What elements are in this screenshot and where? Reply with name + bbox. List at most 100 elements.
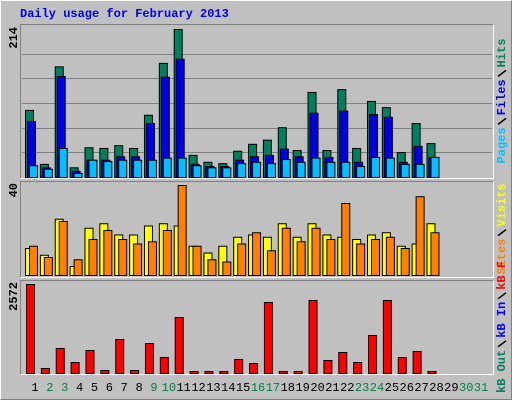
x-tick-label: 30 [459, 381, 473, 395]
bar [281, 159, 291, 178]
bar [266, 250, 276, 276]
bar [118, 159, 128, 179]
legend-label: Sites [495, 239, 509, 275]
x-tick-label: 1 [31, 381, 38, 395]
bar [70, 361, 80, 375]
legend-label: Hits [495, 39, 509, 68]
legend-label: kB F [495, 261, 509, 290]
bar [204, 370, 214, 375]
x-tick-label: 13 [206, 381, 220, 395]
bar [371, 239, 381, 276]
bar [234, 358, 244, 375]
bar [130, 369, 140, 374]
bar [162, 230, 172, 276]
bar [58, 221, 68, 276]
bar [323, 359, 333, 374]
x-tick-label: 11 [176, 381, 190, 395]
legend-separator [497, 292, 507, 300]
legend-separator [497, 229, 507, 237]
bar [26, 284, 35, 374]
panel-light [20, 280, 494, 375]
x-tick-label: 6 [106, 381, 113, 395]
bar [219, 370, 229, 375]
bar [237, 243, 247, 276]
bar [55, 347, 65, 374]
bar [147, 159, 157, 179]
panel-light [20, 181, 494, 278]
x-tick-label: 10 [162, 381, 176, 395]
bar [192, 245, 202, 276]
x-tick-label: 27 [414, 381, 428, 395]
bar [189, 370, 199, 375]
x-tick-label: 15 [236, 381, 250, 395]
x-tick-label: 7 [121, 381, 128, 395]
panel-shadow [20, 24, 494, 179]
bar [311, 227, 321, 276]
y-tick-label: 214 [7, 27, 21, 49]
bar [356, 165, 366, 179]
bar [385, 157, 395, 178]
bar [147, 241, 157, 276]
bar [73, 259, 83, 276]
x-tick-label: 5 [91, 381, 98, 395]
bar [385, 236, 395, 276]
bar [144, 342, 154, 375]
x-tick-label: 20 [310, 381, 324, 395]
bar [73, 172, 83, 178]
x-tick-label: 29 [444, 381, 458, 395]
x-tick-label: 3 [61, 381, 68, 395]
bar [237, 163, 247, 179]
bar [341, 161, 351, 179]
legend-label: kB Out [495, 350, 509, 393]
bar [207, 259, 217, 276]
legend-separator [497, 69, 507, 77]
bar [43, 257, 53, 276]
bar [400, 248, 410, 276]
bar [252, 161, 262, 179]
bar [222, 261, 232, 276]
bar [103, 161, 113, 179]
chart-title: Daily usage for February 2013 [20, 7, 229, 21]
bar [353, 361, 363, 375]
bar [263, 301, 273, 374]
x-tick-label: 16 [251, 381, 265, 395]
y-tick-label: 40 [7, 183, 21, 197]
bar [338, 351, 348, 375]
x-tick-label: 4 [76, 381, 83, 395]
bar [430, 232, 440, 276]
bar [311, 157, 321, 178]
x-tick-label: 17 [266, 381, 280, 395]
bar [162, 157, 172, 178]
bar [29, 165, 38, 179]
legend-label: kB In [495, 302, 509, 338]
x-tick-label: 14 [221, 381, 235, 395]
x-tick-label: 12 [191, 381, 205, 395]
bar [278, 370, 288, 375]
bar [415, 163, 425, 179]
bar [177, 157, 187, 178]
bar [133, 243, 143, 276]
x-tick-label: 24 [370, 381, 384, 395]
bar [177, 185, 187, 276]
x-tick-label: 25 [385, 381, 399, 395]
bar [382, 299, 392, 375]
legend-label: Pages [495, 127, 509, 163]
bar [40, 367, 50, 375]
x-tick-label: 22 [340, 381, 354, 395]
bar [192, 165, 202, 179]
bar [58, 147, 68, 179]
bar [103, 230, 113, 276]
bar [427, 370, 437, 375]
bar [371, 156, 381, 178]
bar [88, 159, 98, 179]
bar [249, 362, 259, 374]
panel-light [20, 24, 494, 179]
bar [222, 167, 232, 179]
bar [115, 338, 125, 374]
bar [159, 357, 169, 374]
bar [133, 159, 143, 179]
bar [252, 232, 262, 276]
x-tick-label: 8 [135, 381, 142, 395]
